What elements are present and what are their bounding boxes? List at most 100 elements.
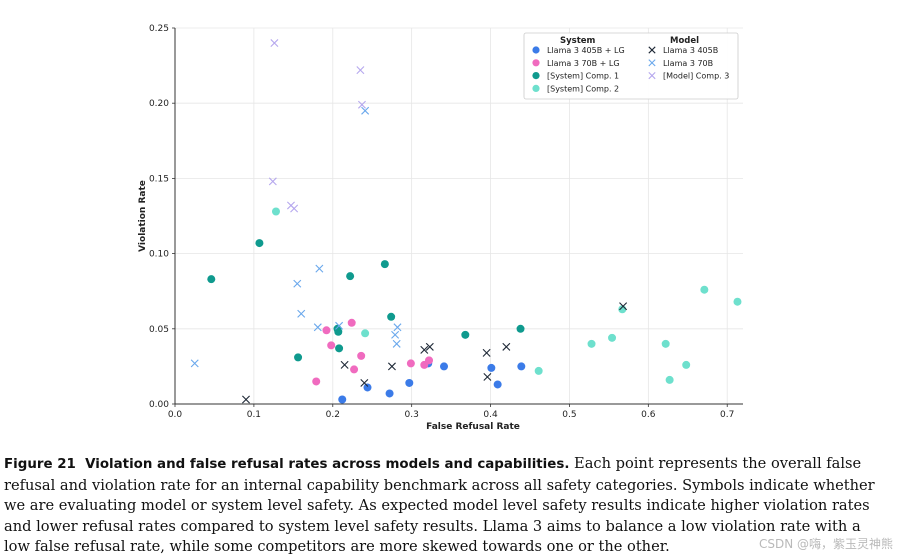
point-circle [587,339,596,348]
point-x [340,360,349,369]
data-points [190,39,742,404]
point-x-stroke [502,342,511,351]
point-circle [534,366,543,375]
point-x [483,372,492,381]
point-x [502,342,511,351]
legend-marker-circle [532,84,540,92]
point-circle [493,380,502,389]
y-tick-label: 0.10 [149,250,169,260]
point-circle [322,326,331,335]
point-circle [516,324,525,333]
point-x-stroke [361,106,370,115]
point-x-stroke [340,360,349,369]
point-circle [405,378,414,387]
legend-label: Llama 3 70B + LG [547,59,620,68]
point-circle [294,353,303,362]
legend-label: [System] Comp. 2 [547,84,619,93]
point-circle [271,207,280,216]
caption-title: Violation and false refusal rates across… [85,457,570,472]
point-circle [255,239,264,248]
point-x [420,345,429,354]
figure-caption: Figure 21 Violation and false refusal ra… [4,454,884,558]
point-circle [338,395,347,404]
point-x [391,330,400,339]
point-x [361,106,370,115]
point-x [357,100,366,109]
legend-marker-circle [532,59,540,67]
point-circle [387,312,396,321]
point-x [293,279,302,288]
x-tick-label: 0.5 [562,410,576,420]
scatter-chart: 0.0 0.1 0.2 0.3 0.4 0.5 0.6 0.7 0.00 0.05 0.10 0.15… [138,24,743,432]
point-x [242,395,250,404]
point-circle [682,360,691,369]
point-x-stroke [313,323,322,332]
point-circle [406,359,415,368]
legend: System Model Llama 3 405B + LG Llama 3 70B … [523,32,739,100]
y-tick-label: 0.20 [149,99,169,109]
legend-label: Llama 3 70B [663,59,713,68]
point-circle [347,318,356,327]
caption-body: Each point represents the overall false … [4,455,875,556]
legend-marker-x-stroke [648,59,656,67]
point-circle [385,389,394,398]
point-x-stroke [242,395,250,404]
point-circle [661,339,670,348]
x-tick-label: 0.3 [405,410,419,420]
point-x-stroke [619,302,628,311]
point-circle [357,351,366,360]
point-circle [335,344,344,353]
point-x [290,204,299,213]
point-circle [363,383,372,392]
point-x-stroke [290,204,299,213]
legend-label: Llama 3 405B [663,46,718,55]
point-circle [665,375,674,384]
legend-marker-x [648,72,656,80]
point-x [387,362,396,371]
point-circle [346,272,355,281]
legend-marker-x-stroke [648,72,656,80]
x-tick-label: 0.7 [720,410,734,420]
point-x-stroke [483,372,492,381]
point-x-stroke [391,330,400,339]
legend-marker-circle [532,72,540,80]
point-circle [380,260,389,269]
point-x-stroke [293,279,302,288]
x-tick-label: 0.4 [483,410,498,420]
point-x-stroke [297,309,306,318]
point-x [392,339,401,348]
watermark: CSDN @嗨，紫玉灵神熊 [758,537,893,551]
legend-label: [System] Comp. 1 [547,72,619,81]
point-x [270,39,279,48]
x-tick-label: 0.2 [326,410,340,420]
point-x [313,323,322,332]
point-x [268,177,277,186]
point-x [393,323,402,332]
legend-marker-x-stroke [648,46,656,54]
point-x-stroke [482,348,491,357]
point-x-stroke [360,378,369,387]
point-x [482,348,491,357]
point-x-stroke [356,66,365,75]
legend-title-model: Model [670,36,699,46]
y-tick-label: 0.00 [149,400,169,410]
point-x-stroke [315,264,324,273]
point-x-stroke [420,345,429,354]
point-x-stroke [393,323,402,332]
point-x [356,66,365,75]
point-circle [361,329,370,338]
axes: 0.0 0.1 0.2 0.3 0.4 0.5 0.6 0.7 0.00 0.05 0.10 0.15… [138,24,743,432]
point-x-stroke [270,39,279,48]
y-tick-label: 0.15 [149,174,169,184]
y-tick-label: 0.05 [149,325,169,335]
point-circle [487,363,496,372]
point-circle [350,365,359,374]
y-axis-label: Violation Rate [138,180,148,252]
point-circle [327,341,336,350]
legend-marker-x [648,46,656,54]
y-tick-label: 0.25 [149,24,169,34]
x-tick-label: 0.1 [247,410,261,420]
legend-marker-x [648,59,656,67]
point-x [360,378,369,387]
legend-label: Llama 3 405B + LG [547,46,625,55]
